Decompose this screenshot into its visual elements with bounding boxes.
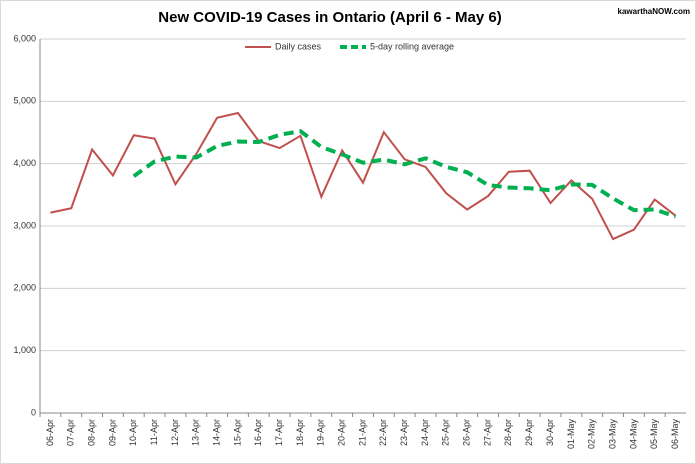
x-tick-label: 04-May bbox=[628, 419, 638, 450]
x-tick-label: 13-Apr bbox=[191, 419, 201, 446]
y-tick-label: 4,000 bbox=[13, 158, 36, 168]
x-tick-label: 06-Apr bbox=[45, 419, 55, 446]
series-line bbox=[50, 111, 677, 241]
x-tick-label: 24-Apr bbox=[420, 419, 430, 446]
x-tick-label: 07-Apr bbox=[66, 419, 76, 446]
x-tick-label: 29-Apr bbox=[524, 419, 534, 446]
y-tick-label: 0 bbox=[31, 407, 36, 417]
x-tick-label: 08-Apr bbox=[86, 419, 96, 446]
x-tick-label: 28-Apr bbox=[503, 419, 513, 446]
legend-label: 5-day rolling average bbox=[370, 41, 454, 51]
x-tick-label: 20-Apr bbox=[337, 419, 347, 446]
series-line bbox=[132, 129, 677, 219]
y-tick-label: 5,000 bbox=[13, 96, 36, 106]
x-tick-label: 11-Apr bbox=[149, 419, 159, 445]
x-tick-label: 22-Apr bbox=[378, 419, 388, 446]
x-tick-label: 01-May bbox=[566, 419, 576, 450]
x-tick-label: 18-Apr bbox=[295, 419, 305, 446]
x-tick-label: 16-Apr bbox=[253, 419, 263, 446]
x-tick-label: 14-Apr bbox=[212, 419, 222, 446]
x-tick-label: 25-Apr bbox=[441, 419, 451, 446]
x-tick-label: 12-Apr bbox=[170, 419, 180, 446]
chart-title: New COVID-19 Cases in Ontario (April 6 -… bbox=[158, 9, 501, 26]
x-tick-label: 10-Apr bbox=[128, 419, 138, 446]
x-tick-label: 23-Apr bbox=[399, 419, 409, 446]
x-tick-label: 09-Apr bbox=[107, 419, 117, 446]
watermark: kawarthaNOW.com bbox=[618, 7, 690, 16]
x-tick-label: 02-May bbox=[587, 419, 597, 450]
x-tick-label: 03-May bbox=[607, 419, 617, 450]
y-tick-label: 3,000 bbox=[13, 220, 36, 230]
x-tick-label: 17-Apr bbox=[274, 419, 284, 446]
x-tick-label: 06-May bbox=[670, 419, 680, 450]
x-tick-label: 26-Apr bbox=[462, 419, 472, 446]
x-tick-label: 19-Apr bbox=[316, 419, 326, 446]
x-tick-label: 30-Apr bbox=[545, 419, 555, 446]
y-tick-label: 6,000 bbox=[13, 33, 36, 43]
y-tick-label: 2,000 bbox=[13, 283, 36, 293]
x-tick-label: 05-May bbox=[649, 419, 659, 450]
x-tick-label: 15-Apr bbox=[232, 419, 242, 446]
legend-label: Daily cases bbox=[275, 41, 322, 51]
x-tick-label: 21-Apr bbox=[357, 419, 367, 446]
x-tick-label: 27-Apr bbox=[482, 419, 492, 446]
y-tick-label: 1,000 bbox=[13, 345, 36, 355]
